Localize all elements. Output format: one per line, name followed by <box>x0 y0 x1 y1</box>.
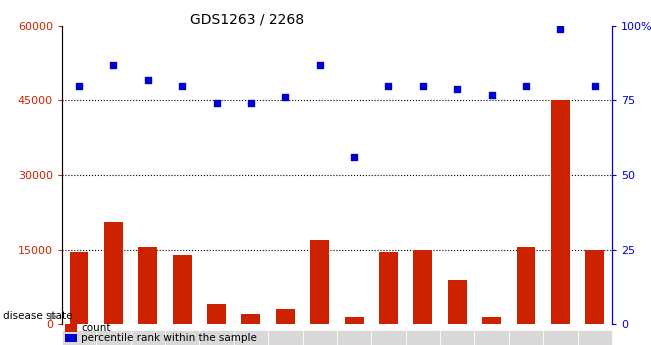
Bar <box>516 247 535 324</box>
Text: count: count <box>81 323 111 333</box>
Bar <box>139 247 158 324</box>
Bar <box>242 314 260 324</box>
FancyBboxPatch shape <box>406 330 440 345</box>
Point <box>314 62 325 67</box>
FancyBboxPatch shape <box>268 330 303 345</box>
FancyBboxPatch shape <box>509 330 543 345</box>
Point <box>212 101 222 106</box>
Bar <box>413 250 432 324</box>
FancyBboxPatch shape <box>131 330 165 345</box>
Bar <box>482 317 501 324</box>
FancyBboxPatch shape <box>165 330 199 345</box>
Point <box>280 95 290 100</box>
Point <box>143 77 153 82</box>
Point <box>452 86 462 91</box>
Bar <box>448 279 467 324</box>
Text: GDS1263 / 2268: GDS1263 / 2268 <box>190 12 305 26</box>
FancyBboxPatch shape <box>440 330 475 345</box>
FancyBboxPatch shape <box>234 330 268 345</box>
Bar <box>70 252 89 324</box>
FancyBboxPatch shape <box>199 330 234 345</box>
Point <box>177 83 187 88</box>
Point <box>486 92 497 97</box>
FancyBboxPatch shape <box>96 330 131 345</box>
FancyBboxPatch shape <box>577 330 612 345</box>
Point <box>74 83 84 88</box>
Bar <box>585 250 604 324</box>
FancyBboxPatch shape <box>543 330 577 345</box>
FancyBboxPatch shape <box>62 330 96 345</box>
Point <box>108 62 118 67</box>
Text: disease state: disease state <box>3 311 73 321</box>
FancyBboxPatch shape <box>303 330 337 345</box>
Bar <box>551 100 570 324</box>
Bar <box>276 309 295 324</box>
Text: percentile rank within the sample: percentile rank within the sample <box>81 333 257 343</box>
Point <box>418 83 428 88</box>
Bar <box>311 240 329 324</box>
Point <box>521 83 531 88</box>
Bar <box>173 255 191 324</box>
Bar <box>379 252 398 324</box>
Point <box>383 83 394 88</box>
Point <box>590 83 600 88</box>
FancyBboxPatch shape <box>371 330 406 345</box>
Point <box>245 101 256 106</box>
FancyBboxPatch shape <box>337 330 371 345</box>
Bar <box>207 304 226 324</box>
Point <box>349 155 359 160</box>
Bar <box>104 222 123 324</box>
Bar <box>344 317 363 324</box>
FancyBboxPatch shape <box>475 330 509 345</box>
Text: ▶: ▶ <box>49 311 57 321</box>
Point <box>555 26 566 32</box>
